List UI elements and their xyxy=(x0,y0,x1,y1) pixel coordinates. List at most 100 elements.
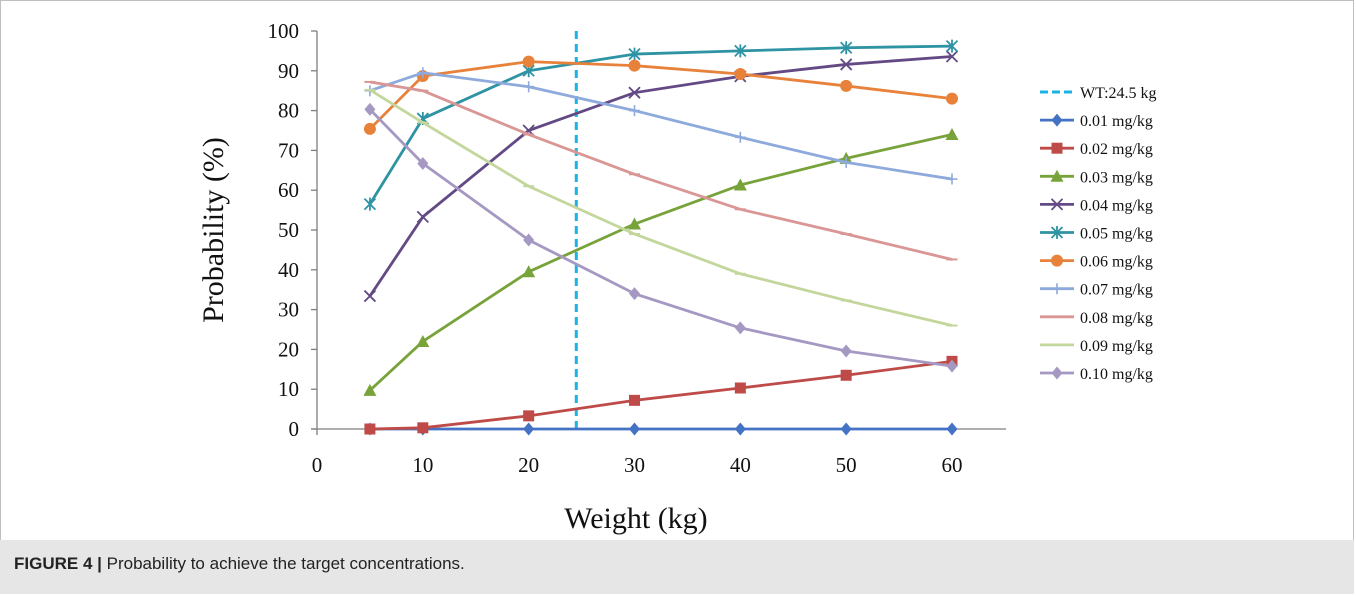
marker-triangle xyxy=(733,178,747,191)
legend-item: 0.10 mg/kg xyxy=(1040,366,1153,383)
x-tick-label: 40 xyxy=(730,453,751,477)
data-point xyxy=(840,79,853,92)
series-line xyxy=(369,359,953,431)
marker-diamond xyxy=(523,422,535,436)
legend-label: 0.05 mg/kg xyxy=(1080,226,1153,243)
marker-square xyxy=(840,369,852,381)
data-point xyxy=(734,321,746,335)
marker-diamond xyxy=(629,422,640,436)
y-tick-label: 40 xyxy=(278,258,299,282)
marker-triangle xyxy=(363,383,377,396)
marker-star xyxy=(840,41,853,55)
y-axis-title: Probability (%) xyxy=(197,137,230,323)
legend-marker xyxy=(1050,198,1064,211)
marker-diamond xyxy=(734,321,746,335)
data-point xyxy=(629,287,640,301)
marker-star xyxy=(363,197,377,211)
series-0-03-mg-kg xyxy=(363,127,959,396)
data-point xyxy=(417,422,429,434)
marker-plus xyxy=(629,105,640,117)
data-point xyxy=(363,289,377,303)
series-line xyxy=(368,44,953,205)
series-0-09-mg-kg xyxy=(364,88,958,327)
marker-plus xyxy=(734,131,746,143)
series-0-06-mg-kg xyxy=(363,55,958,135)
legend-item: 0.06 mg/kg xyxy=(1040,254,1153,271)
data-point xyxy=(629,422,640,436)
data-point xyxy=(946,359,958,373)
data-point xyxy=(628,217,641,230)
marker-triangle xyxy=(522,265,536,278)
marker-plus xyxy=(523,81,535,93)
legend-item: 0.04 mg/kg xyxy=(1040,197,1153,214)
y-tick-label: 90 xyxy=(278,59,299,83)
y-tick-label: 100 xyxy=(268,19,300,43)
marker-square xyxy=(629,394,640,406)
series-line xyxy=(368,55,953,297)
data-point xyxy=(840,58,853,71)
data-point xyxy=(522,55,535,68)
data-point xyxy=(945,127,959,140)
marker-square xyxy=(417,422,429,434)
marker-square xyxy=(364,423,376,435)
series-line xyxy=(368,133,953,392)
marker-circle xyxy=(840,79,853,92)
data-point xyxy=(734,67,747,80)
marker-circle xyxy=(734,67,747,80)
data-point xyxy=(628,47,641,61)
marker-x xyxy=(840,58,853,71)
legend-item: 0.03 mg/kg xyxy=(1040,169,1153,186)
data-point xyxy=(364,423,376,435)
series-line xyxy=(369,88,953,327)
legend-label: 0.03 mg/kg xyxy=(1080,169,1153,186)
data-point xyxy=(840,41,853,55)
caption-bar xyxy=(0,540,1354,594)
marker-triangle xyxy=(1050,169,1064,182)
marker-circle xyxy=(1051,254,1063,267)
legend-item: 0.05 mg/kg xyxy=(1040,226,1153,243)
marker-star xyxy=(628,47,641,61)
plot-area: 0 10 20 30 40 50 60 70 80 90 100 0 10 20 30 40 50 60 xyxy=(268,19,1006,477)
legend-item: 0.08 mg/kg xyxy=(1040,310,1153,327)
legend-marker xyxy=(1051,142,1063,154)
marker-diamond xyxy=(417,157,429,171)
x-axis-title: Weight (kg) xyxy=(564,502,707,535)
marker-plus xyxy=(1051,283,1063,295)
data-point xyxy=(628,59,641,72)
marker-star xyxy=(945,39,959,53)
legend-label: 0.10 mg/kg xyxy=(1080,366,1153,383)
data-point xyxy=(629,105,640,117)
legend-label: 0.01 mg/kg xyxy=(1080,113,1153,130)
data-point xyxy=(733,178,747,191)
legend-marker xyxy=(1050,169,1064,182)
marker-diamond xyxy=(523,233,535,247)
x-tick-label: 60 xyxy=(942,453,963,477)
series-0-04-mg-kg xyxy=(363,50,959,303)
data-point xyxy=(523,422,535,436)
legend-label: WT:24.5 kg xyxy=(1080,85,1157,102)
legend-item-reference: WT:24.5 kg xyxy=(1040,85,1157,102)
marker-square xyxy=(523,410,535,422)
marker-x xyxy=(363,289,377,303)
marker-diamond xyxy=(734,422,746,436)
marker-x xyxy=(628,86,641,99)
series-0-05-mg-kg xyxy=(363,39,959,211)
x-tick-label: 20 xyxy=(518,453,539,477)
data-point xyxy=(734,131,746,143)
marker-triangle xyxy=(945,127,959,140)
y-tick-label: 80 xyxy=(278,99,299,123)
series-line xyxy=(369,80,953,261)
data-point xyxy=(946,173,958,185)
marker-diamond xyxy=(1051,113,1063,127)
legend: WT:24.5 kg 0.01 mg/kg 0.02 mg/kg 0.03 mg/kg… xyxy=(1040,85,1157,383)
y-tick-label: 0 xyxy=(289,417,300,441)
data-point xyxy=(364,102,376,116)
legend-label: 0.02 mg/kg xyxy=(1080,141,1153,158)
data-point xyxy=(840,344,852,358)
marker-diamond xyxy=(364,102,376,116)
data-point xyxy=(734,44,747,58)
marker-diamond xyxy=(946,422,958,436)
x-tick-label: 0 xyxy=(312,453,323,477)
